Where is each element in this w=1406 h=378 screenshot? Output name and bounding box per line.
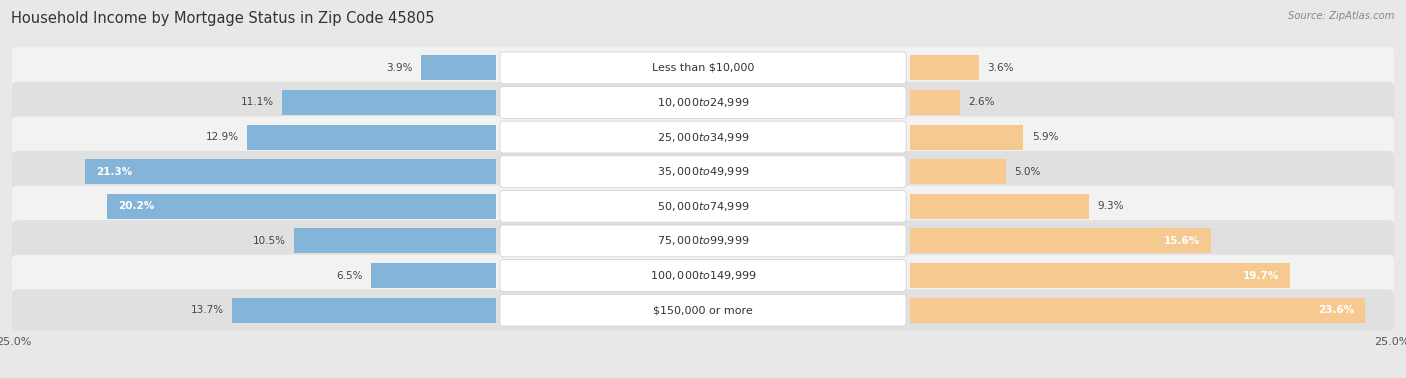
FancyBboxPatch shape: [501, 191, 905, 222]
FancyBboxPatch shape: [11, 47, 1395, 88]
FancyBboxPatch shape: [11, 116, 1395, 158]
Text: 12.9%: 12.9%: [207, 132, 239, 142]
Bar: [910, 228, 1211, 253]
Bar: [910, 56, 979, 80]
Bar: [910, 263, 1289, 288]
Text: $100,000 to $149,999: $100,000 to $149,999: [650, 269, 756, 282]
Text: 10.5%: 10.5%: [253, 236, 285, 246]
Text: Less than $10,000: Less than $10,000: [652, 63, 754, 73]
Bar: [910, 90, 960, 115]
Bar: [107, 194, 496, 219]
Bar: [232, 298, 496, 322]
Text: Household Income by Mortgage Status in Zip Code 45805: Household Income by Mortgage Status in Z…: [11, 11, 434, 26]
Text: 6.5%: 6.5%: [336, 271, 363, 280]
FancyBboxPatch shape: [11, 290, 1395, 331]
Bar: [86, 159, 496, 184]
Text: 21.3%: 21.3%: [97, 167, 132, 177]
Text: $50,000 to $74,999: $50,000 to $74,999: [657, 200, 749, 213]
Text: 9.3%: 9.3%: [1097, 201, 1123, 211]
FancyBboxPatch shape: [11, 151, 1395, 192]
Text: $35,000 to $49,999: $35,000 to $49,999: [657, 165, 749, 178]
Text: $25,000 to $34,999: $25,000 to $34,999: [657, 130, 749, 144]
Bar: [283, 90, 496, 115]
FancyBboxPatch shape: [11, 255, 1395, 296]
Text: 20.2%: 20.2%: [118, 201, 153, 211]
FancyBboxPatch shape: [11, 220, 1395, 262]
Text: $10,000 to $24,999: $10,000 to $24,999: [657, 96, 749, 109]
Text: $150,000 or more: $150,000 or more: [654, 305, 752, 315]
Text: 2.6%: 2.6%: [969, 98, 994, 107]
Bar: [910, 194, 1090, 219]
FancyBboxPatch shape: [501, 87, 905, 118]
FancyBboxPatch shape: [501, 225, 905, 257]
Text: 19.7%: 19.7%: [1243, 271, 1278, 280]
Bar: [910, 125, 1024, 150]
Text: $75,000 to $99,999: $75,000 to $99,999: [657, 234, 749, 248]
FancyBboxPatch shape: [11, 186, 1395, 227]
Bar: [294, 228, 496, 253]
Text: 5.0%: 5.0%: [1014, 167, 1040, 177]
Text: Source: ZipAtlas.com: Source: ZipAtlas.com: [1288, 11, 1395, 21]
Bar: [420, 56, 496, 80]
FancyBboxPatch shape: [11, 82, 1395, 123]
Text: 11.1%: 11.1%: [240, 98, 274, 107]
Text: 3.6%: 3.6%: [987, 63, 1014, 73]
Text: 5.9%: 5.9%: [1032, 132, 1059, 142]
Bar: [371, 263, 496, 288]
FancyBboxPatch shape: [501, 294, 905, 326]
Bar: [910, 159, 1007, 184]
Bar: [247, 125, 496, 150]
Bar: [910, 298, 1365, 322]
Text: 13.7%: 13.7%: [191, 305, 224, 315]
Text: 15.6%: 15.6%: [1163, 236, 1199, 246]
FancyBboxPatch shape: [501, 156, 905, 187]
FancyBboxPatch shape: [501, 121, 905, 153]
FancyBboxPatch shape: [501, 260, 905, 291]
Text: 3.9%: 3.9%: [387, 63, 413, 73]
FancyBboxPatch shape: [501, 52, 905, 84]
Text: 23.6%: 23.6%: [1317, 305, 1354, 315]
